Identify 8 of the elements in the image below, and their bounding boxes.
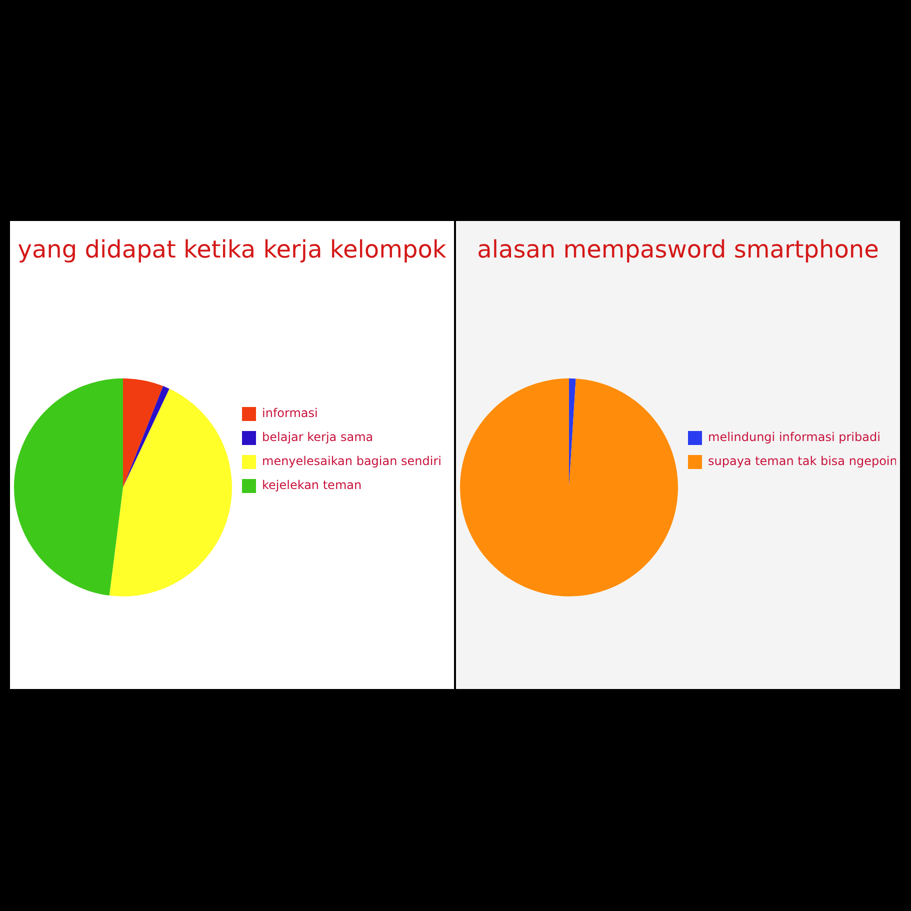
legend-label: belajar kerja sama [262,430,374,444]
chart-title: alasan mempasword smartphone [477,236,879,264]
legend-label: melindungi informasi pribadi [708,430,880,444]
chart-title: yang didapat ketika kerja kelompok [18,236,446,264]
legend-label: supaya teman tak bisa ngepoin [708,454,898,468]
legend-label: menyelesaikan bagian sendiri [262,454,442,468]
legend-label: kejelekan teman [262,478,362,492]
legend-label: informasi [262,406,318,420]
